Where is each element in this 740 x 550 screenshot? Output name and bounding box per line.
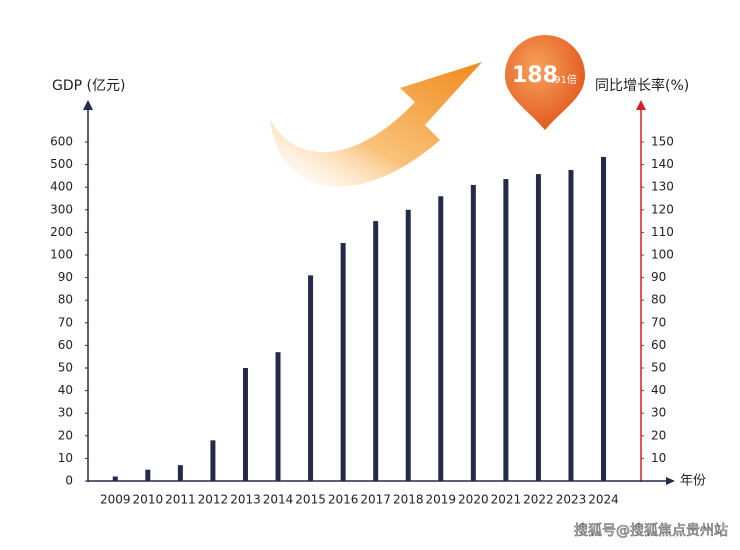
x-tick-label: 2016 — [328, 493, 359, 507]
y2-tick-label: 130 — [651, 180, 674, 194]
bar — [308, 275, 314, 481]
x-tick-label: 2014 — [263, 493, 294, 507]
y-tick-label: 10 — [58, 451, 73, 465]
y-tick-label: 40 — [58, 383, 73, 397]
y-tick-label: 50 — [58, 361, 73, 375]
bar — [112, 476, 118, 481]
y2-tick-label: 20 — [651, 428, 666, 442]
y2-tick-label: 90 — [651, 270, 666, 284]
y-tick-label: 90 — [58, 270, 73, 284]
y-tick-label: 400 — [50, 180, 73, 194]
badge — [505, 35, 585, 130]
bar — [568, 170, 574, 482]
y2-tick-label: 140 — [651, 157, 674, 171]
y-tick-label: 30 — [58, 406, 73, 420]
y2-tick-label: 40 — [651, 383, 666, 397]
y-tick-label: 300 — [50, 202, 73, 216]
x-tick-label: 2020 — [458, 493, 489, 507]
badge-main: 188 — [512, 63, 558, 88]
x-tick-label: 2009 — [100, 493, 131, 507]
y-tick-label: 80 — [58, 293, 73, 307]
bar — [601, 156, 607, 481]
y2-tick-label: 70 — [651, 315, 666, 329]
x-tick-label: 2024 — [588, 493, 619, 507]
x-tick-label: 2013 — [230, 493, 261, 507]
y-tick-label: 0 — [65, 474, 73, 488]
y-tick-label: 20 — [58, 428, 73, 442]
x-tick-label: 2010 — [133, 493, 164, 507]
y-tick-label: 60 — [58, 338, 73, 352]
bar — [470, 184, 476, 481]
bar — [503, 179, 509, 481]
y2-tick-label: 60 — [651, 338, 666, 352]
bar — [210, 440, 216, 481]
x-tick-label: 2018 — [393, 493, 424, 507]
bar — [535, 174, 541, 482]
y-tick-label: 600 — [50, 135, 73, 149]
y2-axis-label: 同比增长率(%) — [595, 77, 689, 94]
y2-tick-label: 100 — [651, 248, 674, 262]
x-tick-label: 2011 — [165, 493, 196, 507]
bar — [340, 243, 346, 481]
x-tick-label: 2012 — [198, 493, 229, 507]
x-tick-label: 2017 — [360, 493, 391, 507]
y-tick-label: 70 — [58, 315, 73, 329]
watermark: 搜狐号@搜狐焦点贵州站 — [574, 523, 728, 539]
x-tick-label: 2019 — [426, 493, 457, 507]
y-tick-label: 100 — [50, 248, 73, 262]
y2-tick-label: 80 — [651, 293, 666, 307]
y2-tick-label: 30 — [651, 406, 666, 420]
y2-tick-label: 110 — [651, 225, 674, 239]
x-tick-label: 2015 — [295, 493, 326, 507]
x-tick-label: 2021 — [491, 493, 522, 507]
x-axis-label: 年份 — [680, 474, 706, 489]
y2-tick-label: 10 — [651, 451, 666, 465]
bar — [373, 221, 379, 481]
bar — [177, 465, 183, 481]
bar — [275, 352, 281, 481]
y-tick-label: 500 — [50, 157, 73, 171]
bar — [438, 196, 444, 482]
x-tick-label: 2023 — [556, 493, 587, 507]
y2-tick-label: 120 — [651, 202, 674, 216]
bar — [242, 368, 248, 481]
x-axis-arrow — [666, 477, 675, 485]
y-axis-label: GDP (亿元) — [52, 78, 125, 94]
bar — [405, 209, 411, 482]
swoosh-arrow — [270, 62, 482, 187]
y2-axis-arrow — [636, 100, 646, 110]
y-axis-arrow — [83, 100, 93, 110]
y2-tick-label: 50 — [651, 361, 666, 375]
badge-sub: .91倍 — [551, 73, 577, 86]
y-tick-label: 200 — [50, 225, 73, 239]
x-tick-label: 2022 — [523, 493, 554, 507]
y2-tick-label: 150 — [651, 135, 674, 149]
bar — [145, 469, 151, 481]
